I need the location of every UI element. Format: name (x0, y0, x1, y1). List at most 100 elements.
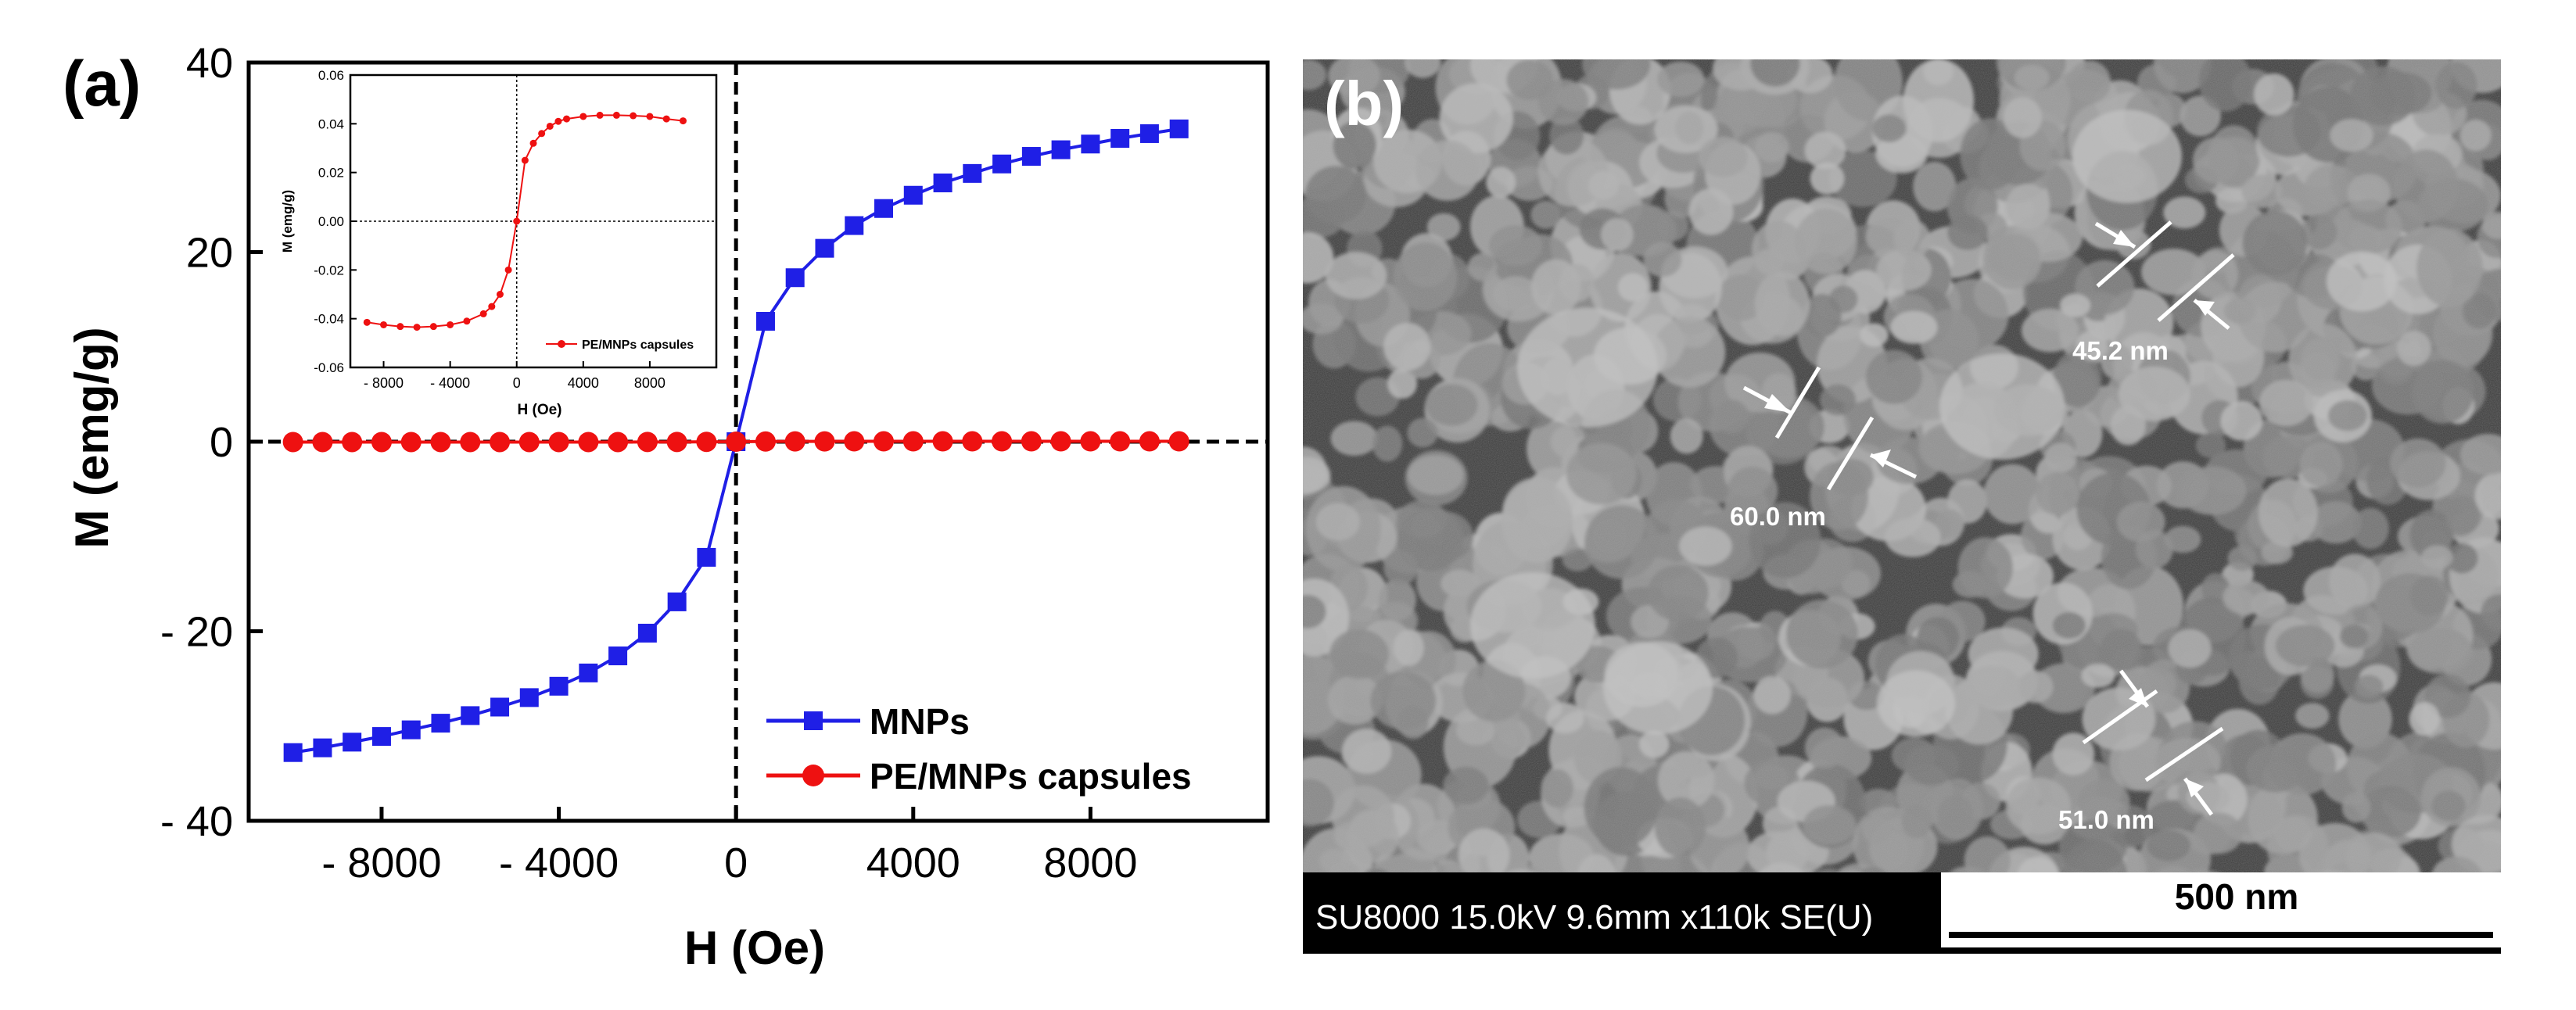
inset-data-point (579, 113, 587, 120)
data-point-capsules (518, 432, 540, 453)
inset-chart: -0.06 -0.04 -0.02 0.00 0.02 0.04 0.06 - 8000 - 4… (280, 68, 718, 418)
data-point-mnps (1110, 129, 1130, 148)
inset-legend-label: PE/MNPs capsules (582, 338, 694, 352)
measurement-label-51nm: 51.0 nm (2058, 805, 2154, 834)
data-point-capsules (1139, 431, 1160, 452)
inset-data-point (521, 156, 529, 164)
data-point-mnps (519, 688, 539, 707)
data-point-mnps (1139, 124, 1159, 143)
data-point-capsules (430, 432, 451, 453)
inset-data-point (529, 139, 537, 147)
x-tick-label: 4000 (866, 840, 960, 886)
inset-y-tick-label: -0.02 (314, 263, 344, 278)
sem-info-bar (1303, 872, 1941, 951)
data-point-mnps (903, 185, 923, 205)
x-axis-title: H (Oe) (684, 922, 825, 974)
data-point-mnps (755, 312, 775, 331)
data-point-mnps (1021, 147, 1041, 167)
data-point-mnps (431, 714, 450, 733)
data-point-capsules (784, 431, 805, 452)
main-series-layer (282, 119, 1189, 762)
inset-x-tick-label: 4000 (568, 375, 599, 391)
y-axis-title: M (emg/g) (66, 327, 118, 548)
data-point-mnps (549, 676, 569, 696)
data-point-capsules (490, 432, 511, 453)
data-point-capsules (460, 432, 481, 453)
legend: MNPs PE/MNPs capsules (766, 701, 1192, 797)
data-point-mnps (697, 547, 716, 567)
data-point-capsules (932, 431, 953, 452)
data-point-capsules (1021, 431, 1042, 452)
inset-data-point (447, 321, 454, 328)
y-tick-label: 0 (210, 419, 233, 466)
y-tick-label: 20 (186, 230, 233, 277)
data-point-mnps (963, 163, 982, 183)
inset-data-point (413, 324, 421, 331)
inset-x-tick-label: - 8000 (364, 375, 404, 391)
inset-y-tick-label: 0.02 (318, 166, 344, 181)
data-point-capsules (548, 432, 569, 453)
sem-bottom-rule (1303, 947, 2501, 954)
legend-label: MNPs (870, 701, 970, 742)
inset-data-point (662, 115, 670, 123)
inset-data-point (563, 115, 571, 123)
inset-data-point (596, 111, 604, 119)
sem-noise-overlay (1303, 59, 2501, 949)
inset-x-axis-title: H (Oe) (518, 402, 562, 418)
scale-bar-label: 500 nm (2175, 876, 2299, 917)
x-tick-label: 8000 (1043, 840, 1137, 886)
data-point-capsules (400, 432, 422, 453)
data-point-mnps (343, 732, 362, 752)
y-tick-label: - 40 (160, 798, 233, 845)
inset-y-tick-label: 0.06 (318, 68, 344, 83)
inset-data-point (396, 323, 404, 331)
data-point-capsules (1080, 431, 1101, 452)
data-point-capsules (578, 432, 599, 453)
data-point-mnps (637, 623, 657, 643)
data-point-mnps (1051, 140, 1071, 159)
inset-y-tick-label: 0.04 (318, 116, 344, 131)
inset-data-point (554, 117, 562, 125)
panel-b-label: (b) (1324, 69, 1404, 138)
measurement-45nm (2094, 220, 2235, 330)
data-point-mnps (313, 738, 332, 758)
data-point-capsules (1110, 431, 1131, 452)
data-point-capsules (371, 432, 392, 453)
inset-x-tick-label: 0 (513, 375, 521, 391)
inset-y-tick-label: 0.00 (318, 214, 344, 229)
inset-y-tick-label: -0.04 (314, 312, 344, 327)
inset-data-point (504, 266, 512, 274)
inset-data-point (513, 217, 521, 225)
data-point-mnps (1169, 119, 1189, 138)
measurement-51nm (2082, 669, 2224, 816)
inset-legend-marker (558, 340, 565, 348)
inset-x-tick-label: - 4000 (430, 375, 470, 391)
data-point-capsules (962, 431, 983, 452)
inset-data-point (496, 291, 504, 298)
data-point-mnps (1081, 134, 1100, 154)
data-point-capsules (726, 432, 747, 452)
data-point-mnps (933, 173, 953, 192)
legend-label: PE/MNPs capsules (870, 756, 1192, 797)
data-point-capsules (814, 431, 835, 452)
data-point-capsules (637, 432, 658, 453)
data-point-capsules (873, 431, 894, 452)
inset-y-tick-label: -0.06 (314, 360, 344, 375)
panel-a-chart: (a) M (emg/g) H (Oe) - 8000- 4000 0 4000 80… (63, 40, 1270, 974)
data-point-mnps (371, 727, 391, 747)
data-point-mnps (608, 646, 628, 666)
data-point-mnps (490, 697, 510, 717)
inset-x-tick-label: 8000 (634, 375, 666, 391)
data-point-mnps (401, 720, 421, 740)
inset-data-point (463, 317, 471, 325)
inset-data-point (546, 122, 554, 130)
data-point-mnps (785, 268, 805, 288)
inset-data-point (646, 113, 654, 120)
measurement-60nm (1742, 366, 1918, 491)
data-point-capsules (992, 431, 1013, 452)
data-point-mnps (283, 743, 303, 762)
data-point-mnps (461, 706, 480, 725)
legend-marker (802, 765, 824, 786)
inset-data-point (429, 323, 437, 331)
